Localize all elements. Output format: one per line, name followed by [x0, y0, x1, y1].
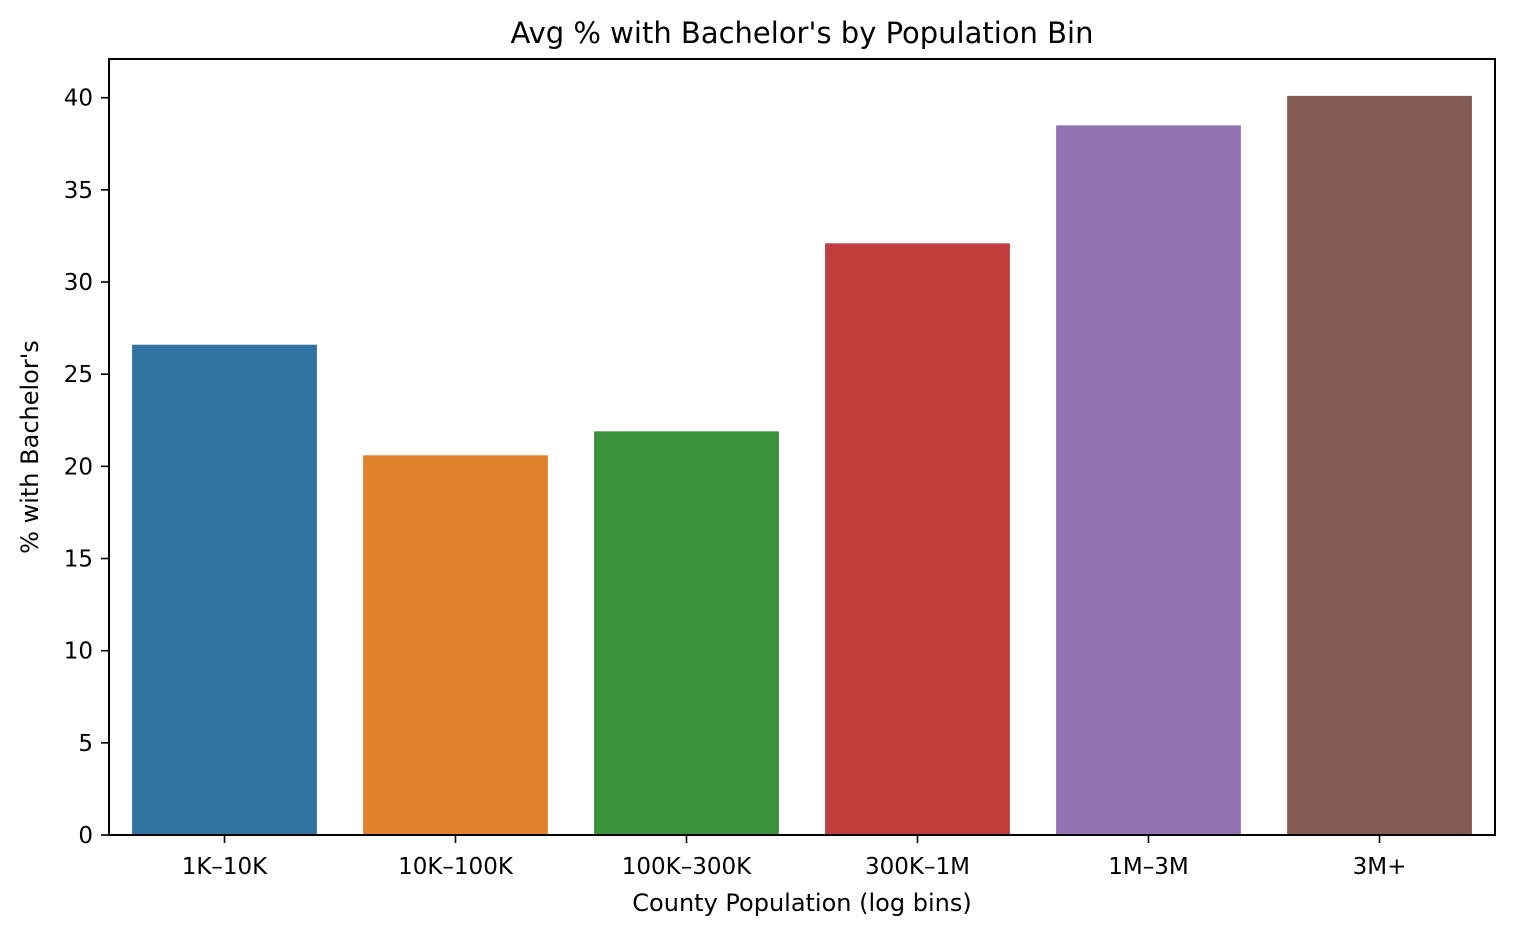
bars-group: [132, 95, 1472, 835]
y-tick-label: 20: [64, 454, 93, 480]
bar-0: [132, 344, 317, 835]
x-axis-label: County Population (log bins): [632, 889, 971, 917]
x-tick-label: 100K–300K: [622, 854, 752, 880]
x-tick-label: 1M–3M: [1108, 854, 1188, 880]
y-tick-label: 5: [78, 731, 93, 757]
x-tick-label: 3M+: [1353, 854, 1407, 880]
bar-3: [825, 243, 1010, 835]
y-tick-label: 0: [78, 823, 93, 849]
x-tick-label: 300K–1M: [865, 854, 970, 880]
x-axis: 1K–10K 10K–100K 100K–300K 300K–1M 1M–3M 3M+: [182, 835, 1407, 880]
y-tick-label: 30: [64, 270, 93, 296]
bar-2: [594, 431, 779, 835]
bar-4: [1056, 125, 1241, 835]
y-axis: 0 5 10 15 20 25 30 35 40: [64, 86, 109, 849]
x-tick-label: 1K–10K: [182, 854, 268, 880]
x-tick-label: 10K–100K: [398, 854, 514, 880]
y-tick-label: 35: [64, 178, 93, 204]
y-axis-label: % with Bachelor's: [16, 340, 44, 554]
plot-frame: [108, 58, 1496, 836]
y-tick-label: 40: [64, 86, 93, 112]
y-tick-label: 10: [64, 639, 93, 665]
y-tick-label: 25: [64, 362, 93, 388]
y-tick-label: 15: [64, 547, 93, 573]
bar-5: [1287, 95, 1472, 835]
bar-1: [363, 455, 548, 835]
chart-title: Avg % with Bachelor's by Population Bin: [510, 16, 1093, 50]
